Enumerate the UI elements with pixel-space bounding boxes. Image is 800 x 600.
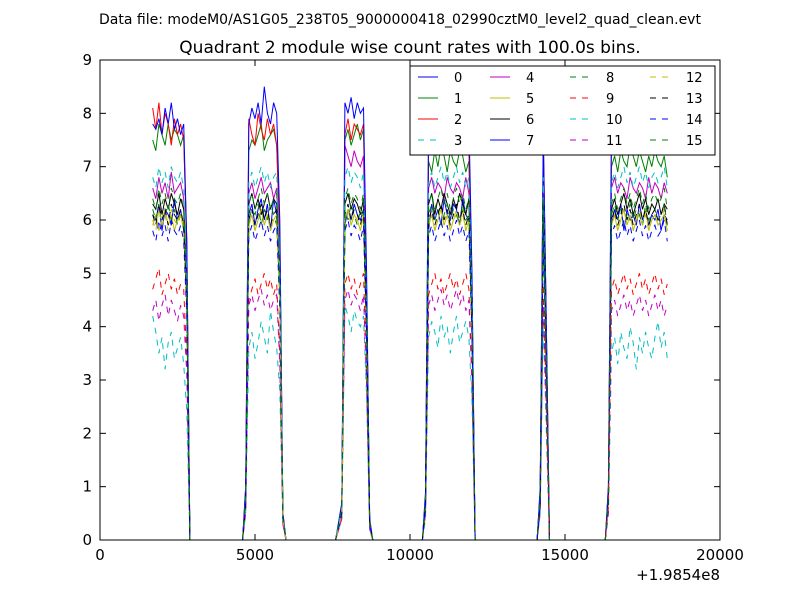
x-tick-label: 5000	[236, 546, 274, 564]
legend-label-8: 8	[606, 71, 614, 86]
legend-label-6: 6	[526, 113, 534, 128]
plot-frame	[99, 59, 721, 541]
legend-label-2: 2	[454, 113, 462, 128]
data-file-heading: Data file: modeM0/AS1G05_238T05_90000004…	[99, 12, 701, 28]
y-tick-label: 0	[82, 531, 92, 549]
legend-label-9: 9	[606, 92, 614, 107]
series-layer	[152, 86, 668, 540]
legend-label-11: 11	[606, 134, 623, 149]
y-tick-label: 8	[82, 104, 92, 122]
y-tick-label: 6	[82, 211, 92, 229]
legend-label-4: 4	[526, 71, 534, 86]
x-tick-label: 10000	[386, 546, 434, 564]
x-tick-label: 20000	[696, 546, 744, 564]
x-tick-label: 15000	[541, 546, 589, 564]
legend-label-0: 0	[454, 71, 462, 86]
y-tick-label: 7	[82, 158, 92, 176]
legend-label-13: 13	[686, 92, 703, 107]
legend-label-14: 14	[686, 113, 703, 128]
legend-label-3: 3	[454, 134, 462, 149]
y-tick-label: 5	[82, 264, 92, 282]
y-tick-label: 1	[82, 478, 92, 496]
legend-label-5: 5	[526, 92, 534, 107]
y-tick-label: 3	[82, 371, 92, 389]
legend-label-15: 15	[686, 134, 703, 149]
legend-label-7: 7	[526, 134, 534, 149]
y-tick-label: 2	[82, 424, 92, 442]
x-offset-label: +1.9854e8	[636, 566, 720, 584]
legend-label-12: 12	[686, 71, 703, 86]
chart-title: Quadrant 2 module wise count rates with …	[179, 38, 640, 58]
legend-label-10: 10	[606, 113, 623, 128]
legend-label-1: 1	[454, 92, 462, 107]
y-tick-label: 9	[82, 51, 92, 69]
x-tick-label: 0	[95, 546, 105, 564]
y-tick-label: 4	[82, 318, 92, 336]
